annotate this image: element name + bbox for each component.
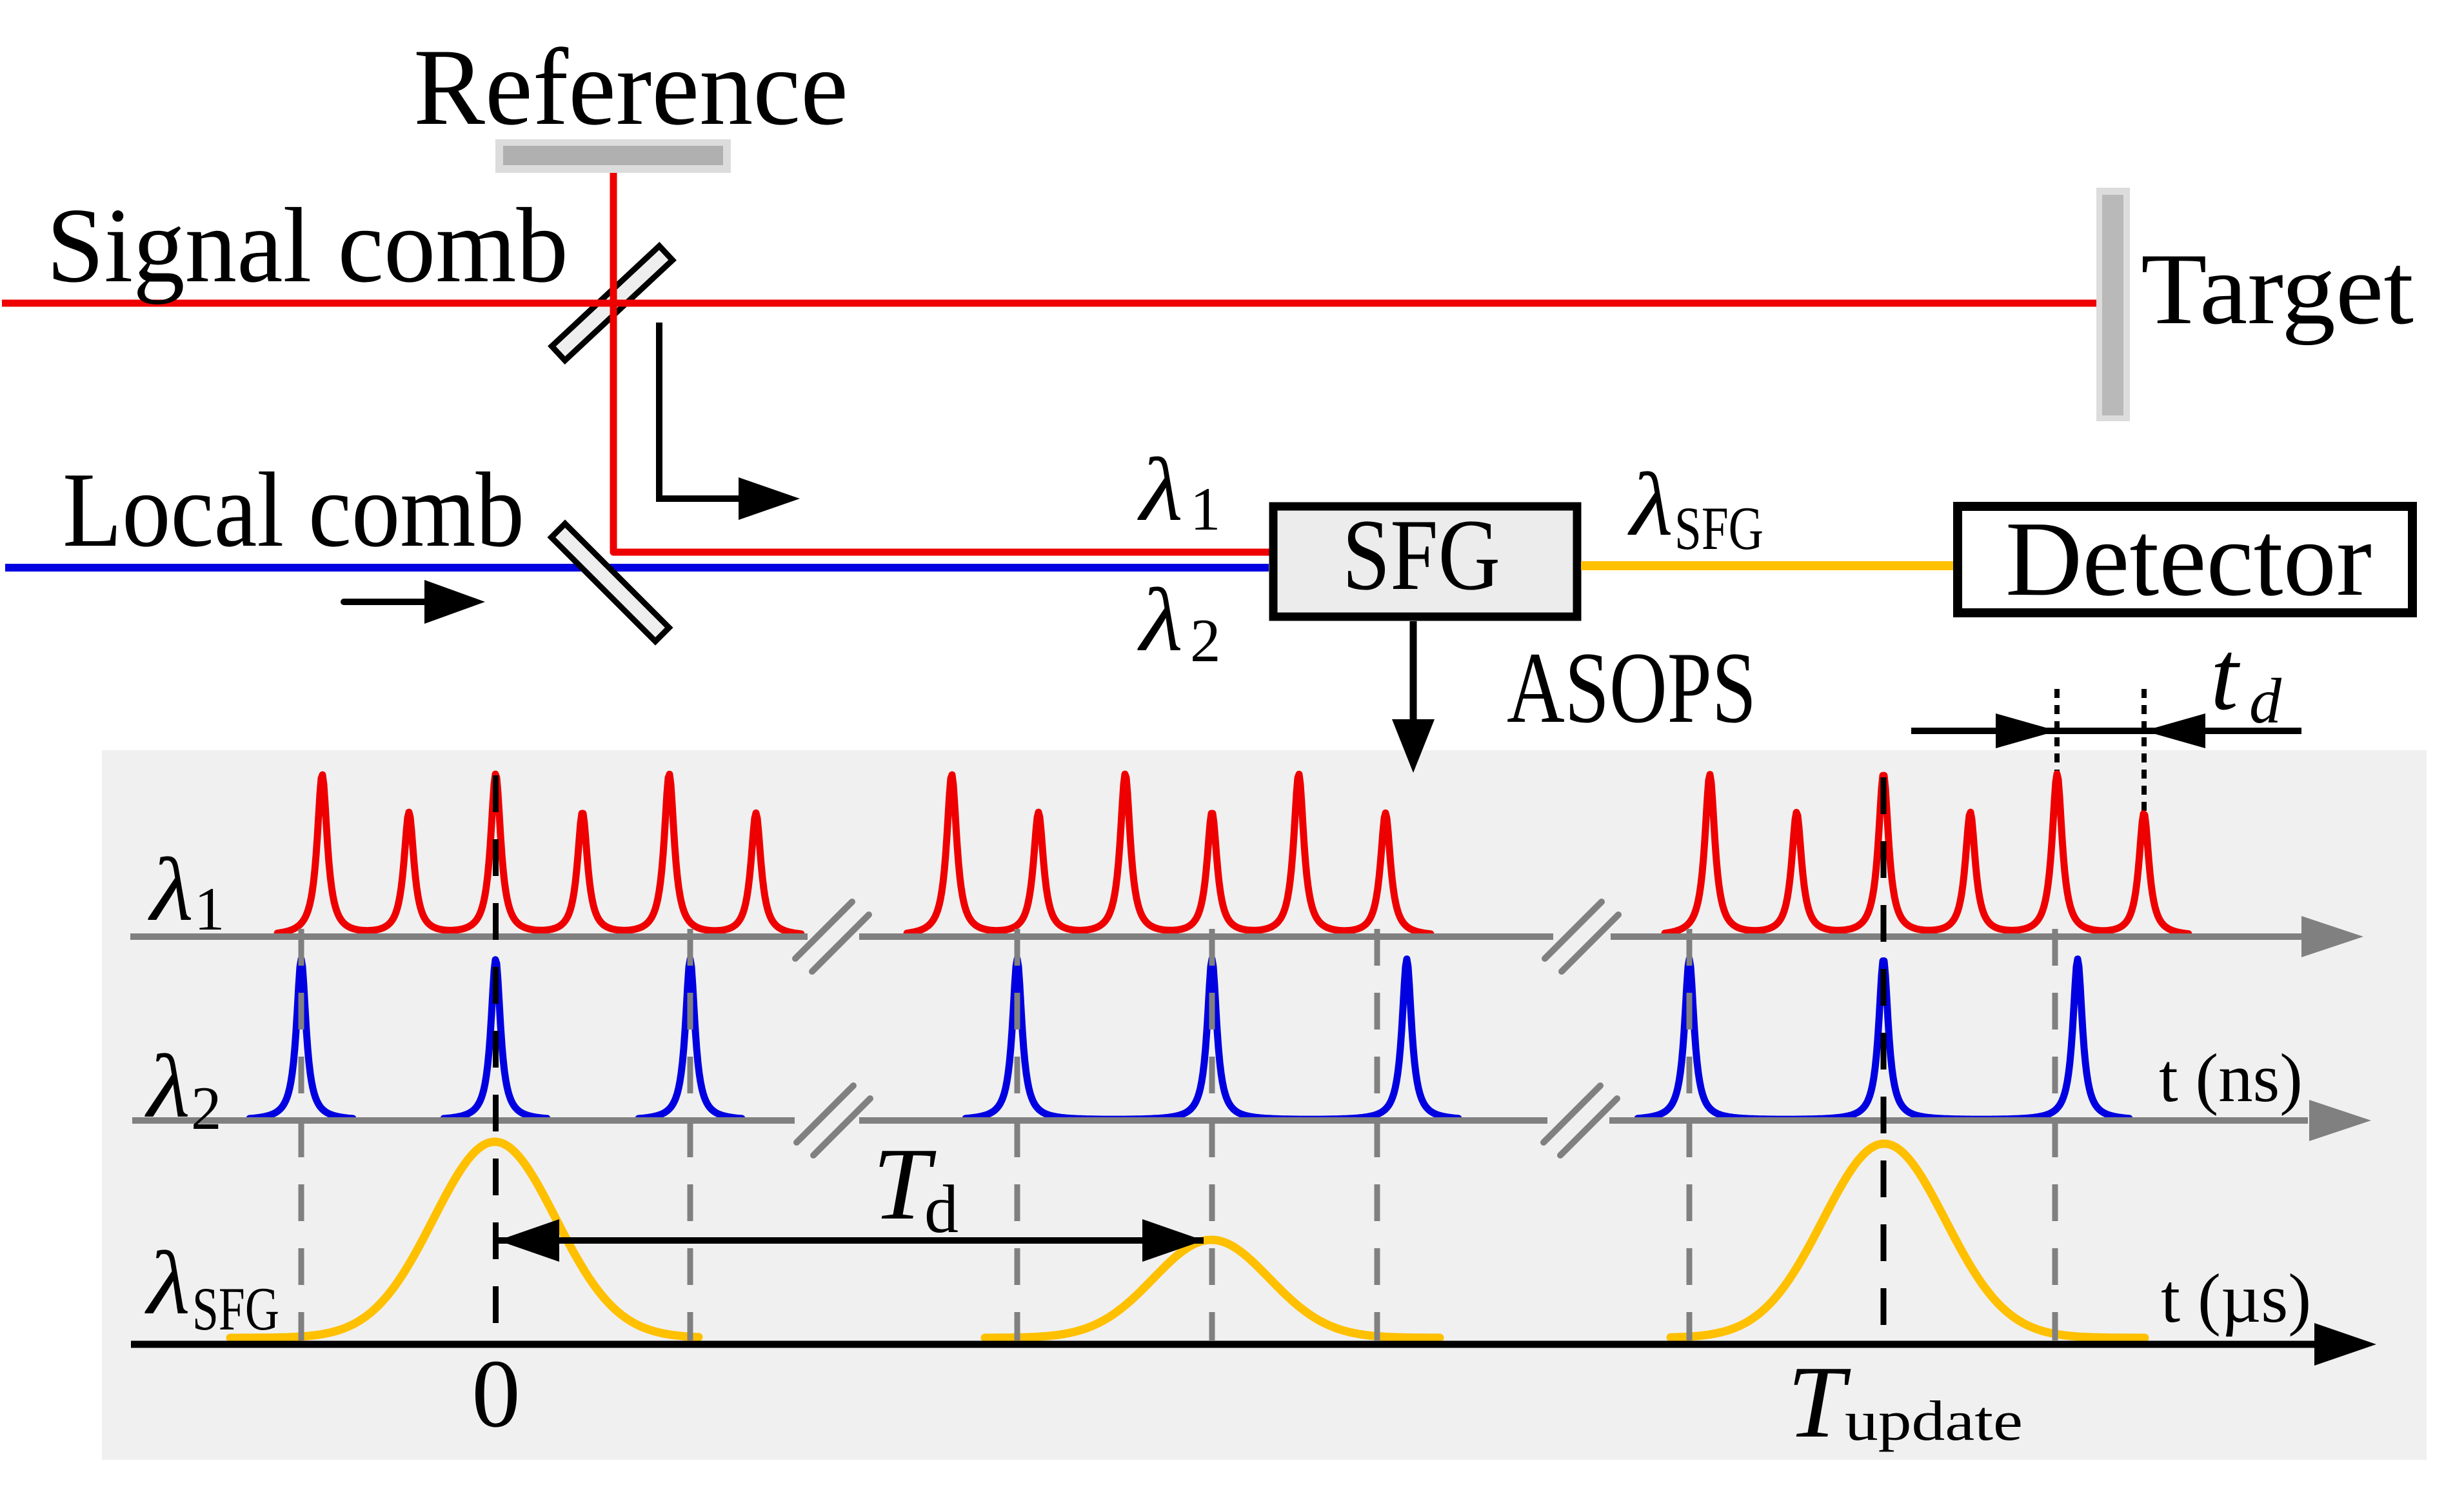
- svg-text:Local comb: Local comb: [63, 450, 524, 569]
- svg-text:d: d: [924, 1171, 959, 1247]
- svg-text:Detector: Detector: [2005, 499, 2372, 618]
- svg-text:d: d: [2249, 665, 2282, 737]
- svg-text:SFG: SFG: [192, 1275, 279, 1343]
- svg-text:SFG: SFG: [1674, 494, 1764, 562]
- svg-text:Target: Target: [2141, 233, 2414, 346]
- svg-text:t (µs): t (µs): [2161, 1260, 2311, 1337]
- svg-text:T: T: [1787, 1344, 1851, 1459]
- svg-text:1: 1: [194, 875, 225, 943]
- svg-text:1: 1: [1190, 475, 1221, 543]
- svg-text:ASOPS: ASOPS: [1507, 632, 1756, 744]
- svg-text:λ: λ: [1627, 455, 1673, 555]
- svg-text:2: 2: [191, 1074, 222, 1142]
- svg-text:λ: λ: [1137, 440, 1183, 540]
- svg-text:t: t: [2211, 620, 2241, 731]
- svg-text:Signal comb: Signal comb: [46, 186, 568, 304]
- svg-text:T: T: [873, 1126, 937, 1241]
- svg-text:update: update: [1845, 1390, 2023, 1453]
- svg-text:Reference: Reference: [413, 26, 848, 148]
- svg-text:λ: λ: [148, 840, 194, 940]
- svg-text:λ: λ: [144, 1233, 190, 1333]
- svg-text:λ: λ: [144, 1037, 190, 1137]
- svg-text:λ: λ: [1137, 570, 1183, 670]
- svg-text:SFG: SFG: [1342, 499, 1500, 612]
- svg-text:2: 2: [1190, 606, 1221, 675]
- svg-text:0: 0: [472, 1339, 521, 1448]
- svg-text:t (ns): t (ns): [2159, 1040, 2303, 1117]
